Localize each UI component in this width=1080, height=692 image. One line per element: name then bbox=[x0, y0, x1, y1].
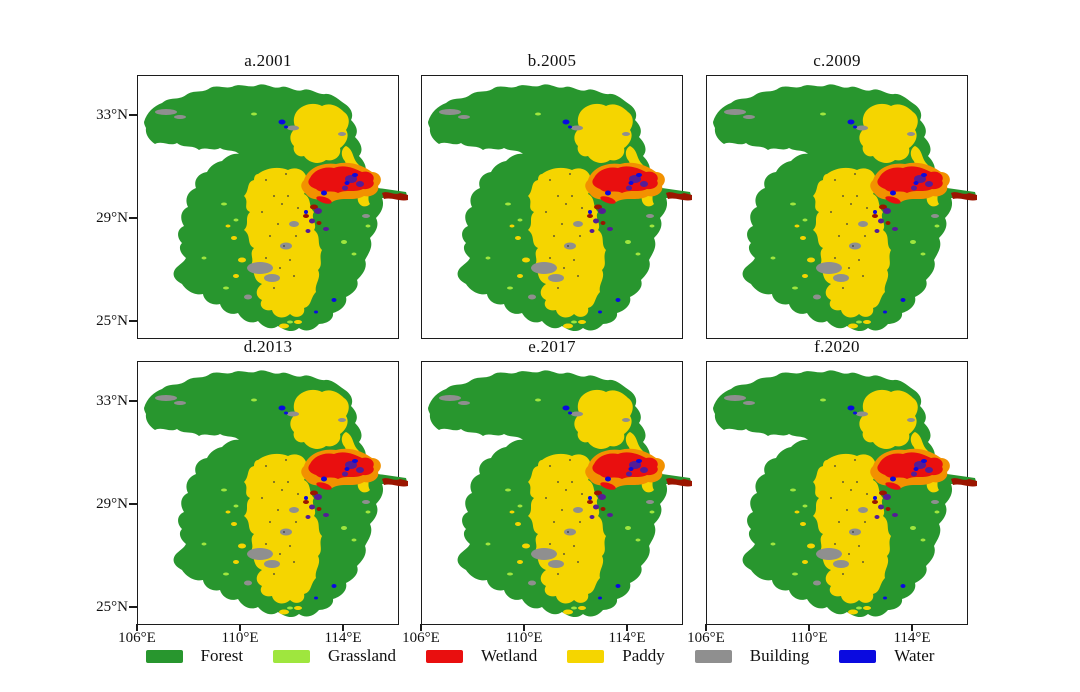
map-panel-2020 bbox=[706, 361, 977, 625]
x-tick-mark bbox=[136, 624, 138, 631]
y-tick-label: 29°N bbox=[96, 496, 128, 512]
x-tick-mark bbox=[626, 624, 628, 631]
legend-label: Forest bbox=[200, 646, 244, 665]
x-tick-label: 106°E bbox=[402, 630, 440, 646]
y-tick-mark bbox=[129, 503, 137, 505]
x-tick-label: 110°E bbox=[790, 630, 828, 646]
panel-title-f: f.2020 bbox=[814, 337, 860, 356]
map-panel-2009 bbox=[706, 75, 977, 339]
x-tick-mark bbox=[420, 624, 422, 631]
x-tick-mark bbox=[911, 624, 913, 631]
legend-label: Water bbox=[894, 646, 935, 665]
legend-item-grassland: Grassland bbox=[273, 646, 396, 666]
y-tick-label: 33°N bbox=[96, 393, 128, 409]
map-panel-2001 bbox=[137, 75, 408, 339]
legend-label: Grassland bbox=[328, 646, 397, 665]
x-tick-mark bbox=[808, 624, 810, 631]
panel-title-e: e.2017 bbox=[528, 337, 576, 356]
legend-item-paddy: Paddy bbox=[567, 646, 665, 666]
paddy-swatch bbox=[567, 649, 605, 663]
legend-item-wetland: Wetland bbox=[426, 646, 537, 666]
panel-title-a: a.2001 bbox=[244, 51, 292, 70]
map-2005 bbox=[428, 84, 692, 332]
panel-title-b: b.2005 bbox=[527, 51, 577, 70]
y-tick-mark bbox=[129, 606, 137, 608]
x-tick-mark bbox=[705, 624, 707, 631]
map-2013 bbox=[144, 370, 408, 618]
legend-label: Building bbox=[749, 646, 810, 665]
forest-swatch bbox=[145, 649, 183, 663]
panel-title-d: d.2013 bbox=[243, 337, 293, 356]
building-swatch bbox=[694, 649, 732, 663]
legend-label: Paddy bbox=[622, 646, 665, 665]
map-panel-2013 bbox=[137, 361, 408, 625]
y-tick-label: 25°N bbox=[96, 599, 128, 615]
x-tick-label: 106°E bbox=[118, 630, 156, 646]
y-tick-mark bbox=[129, 320, 137, 322]
x-tick-label: 114°E bbox=[893, 630, 931, 646]
legend-item-water: Water bbox=[839, 646, 934, 666]
y-tick-mark bbox=[129, 114, 137, 116]
x-tick-label: 106°E bbox=[687, 630, 725, 646]
legend-item-forest: Forest bbox=[145, 646, 244, 666]
y-tick-label: 29°N bbox=[96, 210, 128, 226]
map-2017 bbox=[428, 370, 692, 618]
legend-label: Wetland bbox=[481, 646, 538, 665]
x-tick-mark bbox=[239, 624, 241, 631]
x-tick-label: 114°E bbox=[608, 630, 646, 646]
map-2001 bbox=[144, 84, 408, 332]
grassland-swatch bbox=[273, 649, 311, 663]
y-tick-label: 25°N bbox=[96, 313, 128, 329]
x-tick-label: 110°E bbox=[221, 630, 259, 646]
x-tick-mark bbox=[342, 624, 344, 631]
y-tick-mark bbox=[129, 400, 137, 402]
map-panel-2005 bbox=[421, 75, 692, 339]
y-tick-mark bbox=[129, 217, 137, 219]
map-2009 bbox=[713, 84, 977, 332]
panel-title-c: c.2009 bbox=[813, 51, 861, 70]
legend: Forest Grassland Wetland Paddy Building … bbox=[0, 645, 1080, 667]
x-tick-label: 114°E bbox=[324, 630, 362, 646]
x-tick-label: 110°E bbox=[505, 630, 543, 646]
map-panel-2017 bbox=[421, 361, 692, 625]
water-swatch bbox=[839, 649, 877, 663]
map-2020 bbox=[713, 370, 977, 618]
legend-item-building: Building bbox=[694, 646, 810, 666]
wetland-swatch bbox=[426, 649, 464, 663]
x-tick-mark bbox=[523, 624, 525, 631]
y-tick-label: 33°N bbox=[96, 107, 128, 123]
